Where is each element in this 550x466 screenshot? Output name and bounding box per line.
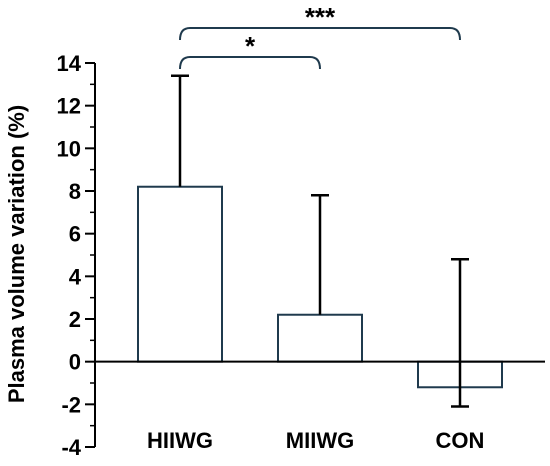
y-tick-label: 14 bbox=[57, 51, 82, 76]
category-label: MIIWG bbox=[286, 428, 354, 453]
y-tick-label: 8 bbox=[69, 179, 81, 204]
y-tick-label: 0 bbox=[69, 350, 81, 375]
y-tick-label: 6 bbox=[69, 222, 81, 247]
significance-label: * bbox=[245, 31, 256, 61]
significance-label: *** bbox=[305, 2, 336, 32]
y-tick-label: -4 bbox=[61, 435, 81, 460]
y-tick-label: -2 bbox=[61, 392, 81, 417]
significance-brackets: **** bbox=[179, 2, 461, 70]
category-labels: HIIWG MIIWG CON bbox=[147, 428, 484, 453]
category-label: CON bbox=[436, 428, 485, 453]
category-label: HIIWG bbox=[147, 428, 213, 453]
y-axis: -4 -2 0 2 4 6 8 10 12 14 bbox=[57, 51, 96, 460]
y-tick-label: 10 bbox=[57, 136, 81, 161]
bar-hiiwg bbox=[137, 185, 223, 363]
y-tick-label: 2 bbox=[69, 307, 81, 332]
significance-bracket bbox=[179, 27, 461, 41]
y-tick-label: 12 bbox=[57, 94, 81, 119]
y-tick-label: 4 bbox=[69, 264, 82, 289]
y-axis-title: Plasma volume variation (%) bbox=[4, 105, 29, 403]
error-bars bbox=[171, 74, 469, 408]
bar-miiwg bbox=[277, 313, 363, 363]
significance-bracket bbox=[179, 56, 321, 70]
